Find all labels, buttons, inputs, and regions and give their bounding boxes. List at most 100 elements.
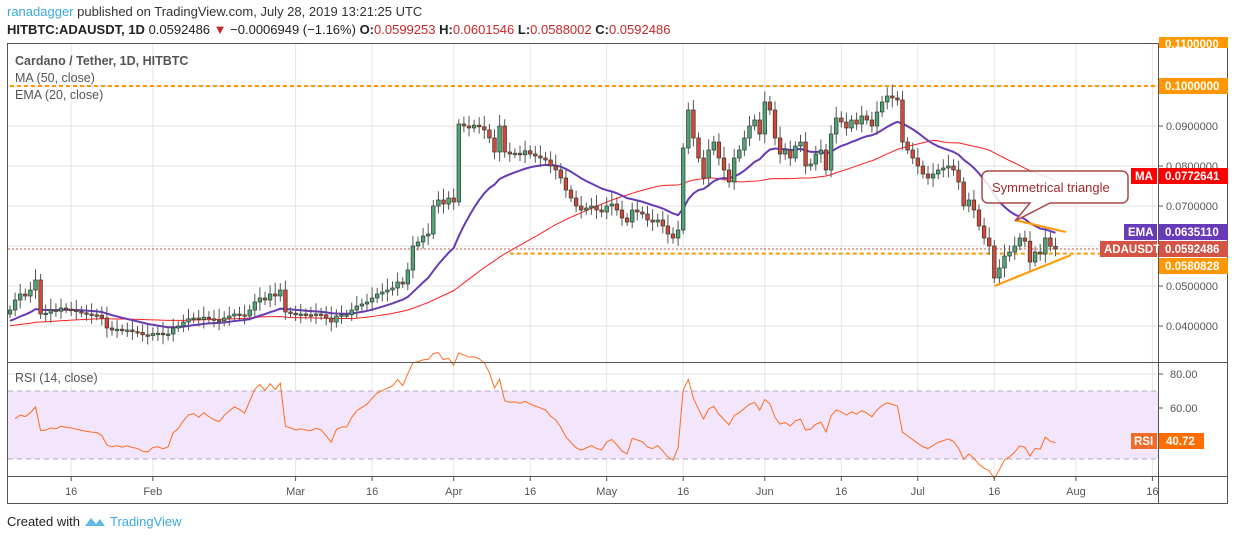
candle-body-up xyxy=(349,309,354,316)
candle-body-up xyxy=(313,313,319,316)
candle-body-up xyxy=(512,152,518,156)
x-tick-label: 16 xyxy=(524,486,536,498)
x-tick-label: 16 xyxy=(1146,486,1158,498)
annotation-callout[interactable]: Symmetrical triangle xyxy=(981,170,1129,222)
candle xyxy=(762,91,767,143)
triangle-lower-line[interactable] xyxy=(993,254,1072,287)
candle xyxy=(497,114,502,162)
candle xyxy=(53,303,59,317)
candle xyxy=(696,132,701,163)
candle-body-up xyxy=(369,297,375,303)
candle-body-down xyxy=(614,203,620,211)
candle-body-up xyxy=(604,205,609,213)
candle xyxy=(635,199,640,221)
candle xyxy=(849,115,854,132)
candle-body-up xyxy=(471,124,477,129)
candle-body-down xyxy=(84,312,89,315)
candle xyxy=(313,303,319,325)
candle-body-down xyxy=(216,319,222,322)
candle-body-up xyxy=(344,314,349,317)
candle xyxy=(278,283,283,302)
ema-line xyxy=(9,120,1056,329)
candle xyxy=(900,90,905,150)
candle-body-down xyxy=(670,233,676,239)
candle xyxy=(956,160,961,190)
candle xyxy=(864,110,869,125)
rsi-tick-label: 80.00 xyxy=(1170,369,1198,381)
candle-body-up xyxy=(1032,251,1038,263)
candle xyxy=(426,223,431,245)
candle-body-up xyxy=(630,209,635,223)
candle xyxy=(12,292,18,317)
candle-body-down xyxy=(528,150,533,155)
candle xyxy=(1053,237,1058,257)
candle-body-down xyxy=(466,125,472,129)
candle xyxy=(140,324,145,342)
high-label: H: xyxy=(439,22,453,37)
x-tick-label: Apr xyxy=(445,486,462,498)
candle-body-up xyxy=(874,111,880,127)
candle xyxy=(456,119,461,206)
x-tick-label: 16 xyxy=(366,486,378,498)
candle xyxy=(767,95,773,116)
candle xyxy=(446,191,451,210)
candle-body-up xyxy=(247,309,252,317)
candle-body-up xyxy=(737,149,742,159)
candle-body-down xyxy=(507,151,512,155)
candle-body-up xyxy=(222,317,227,322)
candle xyxy=(604,197,609,220)
candle xyxy=(206,311,212,324)
candle xyxy=(242,304,247,325)
candle xyxy=(757,111,762,141)
candle xyxy=(482,116,487,139)
candle-body-down xyxy=(645,213,650,221)
tradingview-link[interactable]: TradingView xyxy=(109,514,182,529)
triangle-upper-line[interactable] xyxy=(1014,219,1066,233)
candle xyxy=(74,299,79,320)
candle xyxy=(665,214,671,244)
ema-label-name: EMA xyxy=(1128,227,1154,239)
candle-body-up xyxy=(267,293,273,301)
candle-body-down xyxy=(543,157,548,161)
candle xyxy=(191,312,196,324)
candle xyxy=(936,163,941,180)
candle xyxy=(201,306,206,329)
candle xyxy=(120,324,125,335)
candle xyxy=(599,203,604,218)
candle-body-down xyxy=(288,311,293,314)
candle xyxy=(63,303,69,314)
candle-body-down xyxy=(956,169,961,183)
candle-body-up xyxy=(410,245,416,271)
candle-body-down xyxy=(624,217,630,223)
time-axis[interactable]: 16 Feb Mar 16 Apr 16 May 16 Jun 16 Jul 16 Aug 16 xyxy=(65,477,1159,498)
candle-body-down xyxy=(538,155,543,159)
candle-body-down xyxy=(441,199,446,205)
rsi-axis[interactable]: 80.00 60.00 xyxy=(1159,369,1198,415)
candle-body-down xyxy=(971,199,977,211)
candle xyxy=(895,91,900,106)
candle xyxy=(670,227,676,244)
candle-body-up xyxy=(456,123,461,203)
candle xyxy=(681,143,686,234)
candle xyxy=(1007,245,1012,262)
price-axis[interactable]: 0.09000000.08000000.07000000.05000000.04… xyxy=(1159,121,1218,333)
candle xyxy=(160,321,166,345)
high-value: 0.0601546 xyxy=(452,22,515,37)
candle-body-up xyxy=(426,233,431,237)
tradingview-logo-icon xyxy=(84,517,105,526)
candle-body-up xyxy=(818,149,824,155)
annotation-text: Symmetrical triangle xyxy=(992,180,1110,195)
author-link[interactable]: ranadagger xyxy=(7,4,74,19)
candle xyxy=(181,314,186,333)
triangle-drawing[interactable] xyxy=(993,219,1072,287)
x-tick-label: Mar xyxy=(286,486,305,498)
candle-body-up xyxy=(834,117,839,135)
open-value: 0.0599253 xyxy=(374,22,436,37)
candle-body-down xyxy=(145,334,150,337)
candle xyxy=(624,213,630,226)
candle xyxy=(823,143,829,176)
candle xyxy=(573,190,579,213)
candle xyxy=(283,280,288,320)
candle-body-down xyxy=(451,197,456,203)
